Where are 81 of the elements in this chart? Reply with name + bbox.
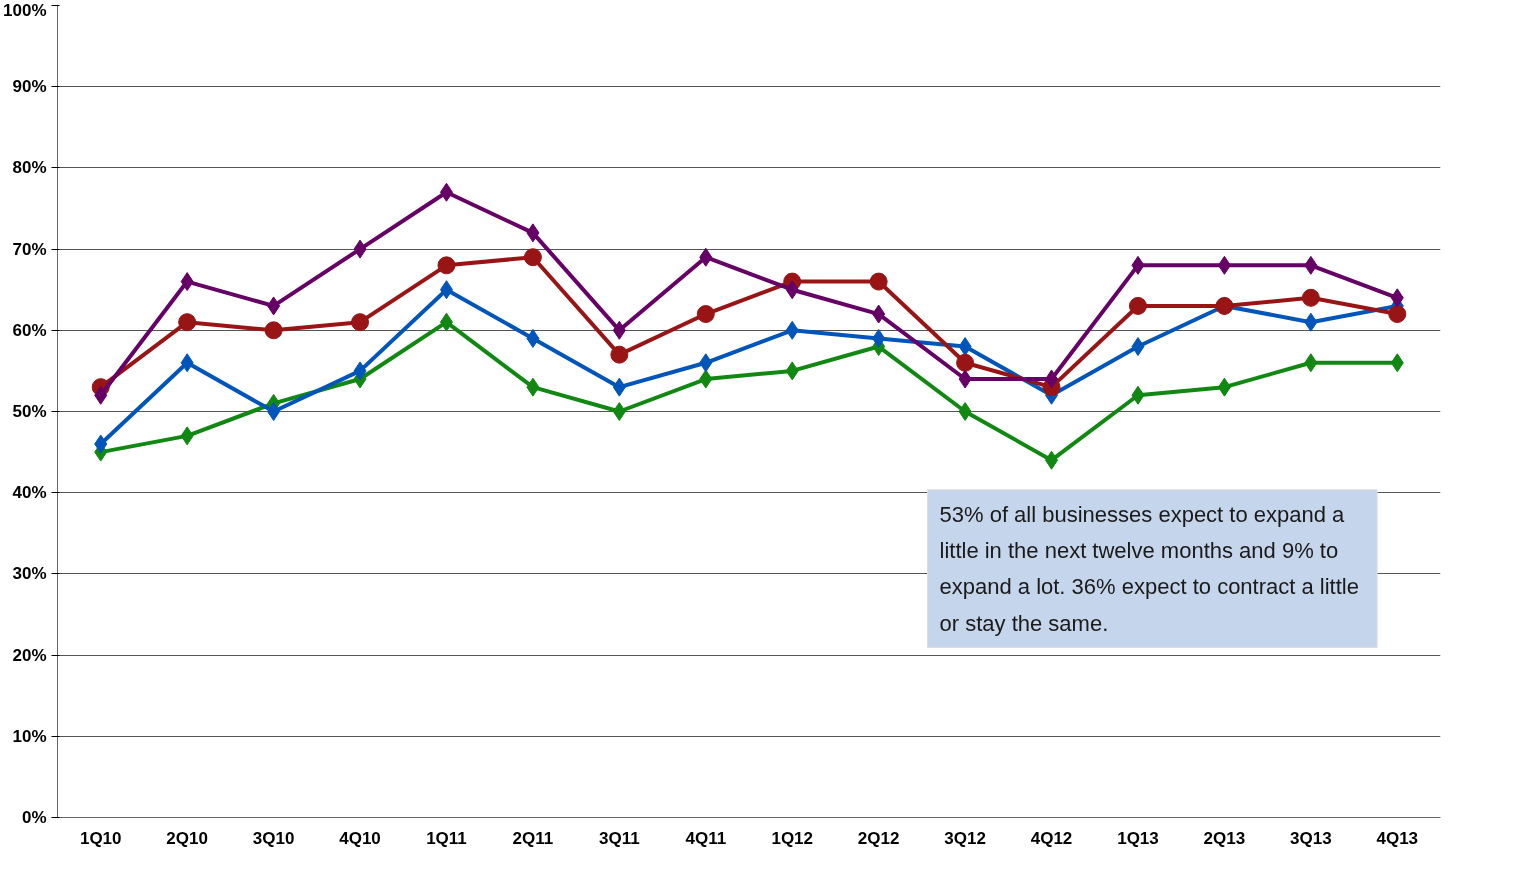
x-tick-label: 1Q12 bbox=[771, 828, 814, 848]
point bbox=[1217, 255, 1231, 275]
point bbox=[956, 353, 975, 372]
x-tick-label: 3Q12 bbox=[944, 828, 986, 848]
point bbox=[785, 361, 799, 381]
x-tick-label: 3Q13 bbox=[1290, 828, 1332, 848]
point bbox=[267, 402, 281, 421]
point bbox=[94, 385, 108, 405]
point bbox=[353, 239, 367, 259]
x-tick-label: 1Q11 bbox=[426, 828, 467, 848]
point bbox=[958, 369, 972, 389]
y-tick-label: 10% bbox=[12, 726, 47, 746]
point bbox=[94, 434, 108, 454]
point bbox=[1390, 288, 1404, 308]
x-tick-label: 2Q12 bbox=[857, 828, 900, 848]
annotation: 53% of all businesses expect to expand a little in the next twelve months and 9% to expand a lot. 36% expect to contract a little or stay the same. bbox=[939, 501, 1359, 636]
point bbox=[1388, 305, 1407, 324]
point bbox=[526, 377, 540, 397]
point bbox=[1304, 312, 1318, 332]
point bbox=[696, 305, 715, 324]
point bbox=[523, 248, 542, 267]
x-tick-label: 4Q10 bbox=[339, 828, 381, 848]
point bbox=[785, 280, 799, 300]
x-tick-label: 3Q10 bbox=[252, 828, 295, 848]
x-tick-label: 4Q12 bbox=[1030, 828, 1073, 848]
point bbox=[1304, 353, 1318, 373]
point bbox=[785, 320, 799, 340]
point bbox=[439, 280, 453, 300]
y-tick-label: 80% bbox=[12, 158, 47, 178]
x-tick-label: 2Q11 bbox=[512, 828, 554, 848]
x-tick-label: 3Q11 bbox=[599, 828, 640, 848]
y-tick-label: 100% bbox=[3, 0, 47, 20]
x-tick-label: 2Q13 bbox=[1203, 828, 1246, 848]
point bbox=[439, 182, 453, 202]
point bbox=[699, 353, 713, 373]
x-tick-label: 4Q11 bbox=[685, 828, 727, 848]
point bbox=[699, 247, 713, 267]
point bbox=[180, 426, 194, 446]
point bbox=[1131, 337, 1145, 357]
y-tick-label: 70% bbox=[12, 239, 47, 259]
point bbox=[526, 328, 540, 348]
y-tick-label: 30% bbox=[12, 564, 47, 584]
x-tick-label: 4Q13 bbox=[1376, 828, 1419, 848]
x-tick-label: 2Q10 bbox=[166, 828, 208, 848]
point bbox=[1301, 288, 1320, 307]
point bbox=[1304, 255, 1318, 275]
point bbox=[1045, 369, 1059, 389]
x-tick-label: 1Q10 bbox=[79, 828, 122, 848]
point bbox=[612, 320, 626, 340]
y-tick-label: 90% bbox=[12, 77, 47, 97]
point bbox=[699, 369, 713, 389]
x-tick-label: 1Q13 bbox=[1117, 828, 1159, 848]
point bbox=[267, 296, 281, 316]
point bbox=[180, 353, 194, 373]
point bbox=[264, 321, 283, 340]
point bbox=[872, 304, 886, 324]
point bbox=[1217, 377, 1231, 397]
point bbox=[351, 313, 370, 332]
point bbox=[958, 402, 972, 421]
y-tick-label: 20% bbox=[12, 645, 47, 665]
point bbox=[353, 361, 367, 381]
point bbox=[1390, 353, 1404, 373]
point bbox=[180, 272, 194, 292]
point bbox=[1131, 385, 1145, 405]
point bbox=[610, 345, 629, 364]
point bbox=[869, 272, 888, 291]
point bbox=[872, 328, 886, 348]
point bbox=[612, 377, 626, 397]
y-tick-label: 50% bbox=[12, 402, 47, 421]
y-tick-label: 40% bbox=[12, 483, 47, 503]
point bbox=[1128, 296, 1147, 315]
point bbox=[526, 223, 540, 243]
point bbox=[958, 337, 972, 357]
point bbox=[1045, 450, 1059, 470]
point bbox=[437, 256, 456, 275]
point bbox=[612, 402, 626, 421]
y-tick-label: 0% bbox=[21, 808, 47, 827]
point bbox=[439, 312, 453, 332]
point bbox=[1131, 255, 1145, 275]
y-tick-label: 60% bbox=[12, 320, 47, 340]
point bbox=[178, 313, 197, 332]
